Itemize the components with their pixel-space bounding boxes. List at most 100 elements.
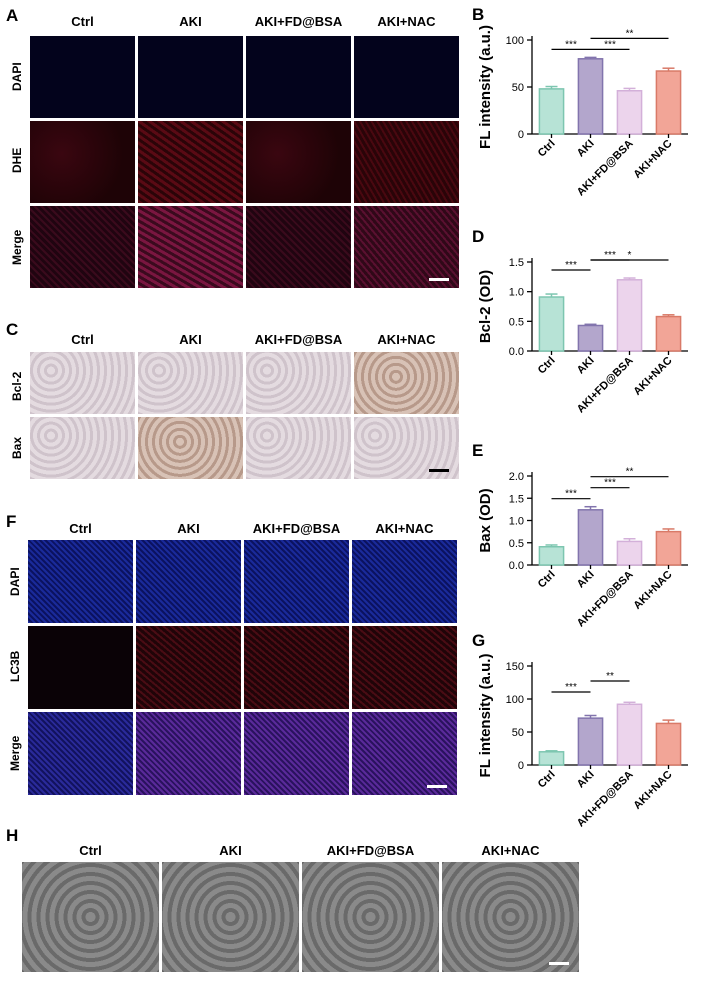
y-tick-label: 0	[518, 760, 524, 772]
x-tick-label: Ctrl	[536, 138, 558, 160]
y-tick-label: 50	[512, 82, 524, 94]
significance-bracket: ***	[551, 682, 591, 693]
y-tick-label: 100	[506, 35, 524, 47]
x-tick-label: Ctrl	[536, 355, 558, 377]
micrograph-f-r0-c1	[136, 540, 241, 623]
bar-e-3	[655, 530, 682, 566]
micrograph-c-r0-c1	[138, 352, 243, 414]
significance-label: ***	[565, 260, 577, 271]
column-header-a-3: AKI+NAC	[377, 14, 436, 29]
column-header-c-3: AKI+NAC	[377, 332, 436, 347]
significance-label: ***	[604, 39, 616, 50]
chart-e: E Bax (OD) 0.0 0.5 1.0 1.5 2.0 Ctrl AKI AKI+FD@BS…	[470, 441, 710, 647]
row-label-f-1: LC3B	[8, 650, 22, 682]
error-bar	[662, 719, 675, 724]
micrograph-f-r1-c2	[244, 626, 349, 709]
error-bar	[662, 67, 675, 72]
bar-e-2	[616, 540, 643, 566]
micrograph-a-r1-c1	[138, 121, 243, 203]
scale-bar-f	[427, 785, 447, 788]
significance-label: **	[606, 671, 614, 682]
y-axis-label-b: FL intensity (a.u.)	[477, 25, 494, 149]
micrograph-a-r2-c3	[354, 206, 459, 288]
significance-bracket: ***	[590, 478, 630, 489]
significance-label: **	[626, 467, 634, 478]
bar-d-2	[616, 279, 643, 352]
y-tick-label: 1.5	[509, 493, 524, 505]
y-tick-label: 50	[512, 727, 524, 739]
micrograph-h-r0-c0	[22, 862, 159, 972]
scale-bar-c	[429, 469, 449, 472]
panel-label-h: H	[6, 826, 19, 845]
y-tick-label: 100	[506, 694, 524, 706]
bar-b-3	[655, 70, 682, 135]
micrograph-h-r0-c1	[162, 862, 299, 972]
bar-e-1	[577, 509, 604, 566]
y-tick-label: 0	[518, 129, 524, 141]
error-bar	[545, 544, 558, 547]
bar-g-3	[655, 722, 682, 766]
column-header-f-1: AKI	[177, 521, 200, 536]
micrograph-c-r0-c0	[30, 352, 135, 414]
x-tick-label: AKI+NAC	[631, 138, 674, 181]
significance-bracket: ***	[551, 260, 591, 271]
x-tick-label: Ctrl	[536, 769, 558, 791]
y-tick-label: 0.0	[509, 560, 524, 572]
x-tick-label: AKI+NAC	[631, 769, 674, 812]
bar-g-1	[577, 717, 604, 766]
x-tick-label: AKI+NAC	[631, 355, 674, 398]
micrograph-c-r1-c3	[354, 417, 459, 479]
row-label-c-0: Bcl-2	[10, 371, 24, 401]
column-header-f-0: Ctrl	[69, 521, 92, 536]
bar-g-2	[616, 703, 643, 766]
micrograph-f-r1-c0	[28, 626, 133, 709]
micrograph-f-r1-c1	[136, 626, 241, 709]
bar-b-0	[538, 88, 565, 135]
micrograph-a-r2-c0	[30, 206, 135, 288]
chart-g: G FL intensity (a.u.) 0 50 100 150 Ctrl AKI AKI+…	[470, 631, 710, 847]
significance-label: ***	[565, 489, 577, 500]
significance-bracket: ***	[590, 250, 630, 261]
column-header-a-0: Ctrl	[71, 14, 94, 29]
y-tick-label: 2.0	[509, 471, 524, 483]
micrograph-a-r0-c3	[354, 36, 459, 118]
y-tick-label: 1.0	[509, 516, 524, 528]
y-tick-label: 150	[506, 661, 524, 673]
micrograph-c-r1-c0	[30, 417, 135, 479]
significance-bracket: ***	[590, 39, 630, 50]
column-header-f-2: AKI+FD@BSA	[252, 521, 341, 536]
x-tick-label: AKI	[575, 569, 597, 591]
significance-bracket: **	[590, 467, 669, 478]
bar-d-1	[577, 324, 604, 352]
row-label-a-1: DHE	[10, 147, 24, 173]
significance-label: ***	[604, 478, 616, 489]
panel-label-c: C	[6, 320, 19, 339]
row-label-a-2: Merge	[10, 229, 24, 265]
significance-bracket: **	[590, 671, 630, 682]
column-header-f-3: AKI+NAC	[375, 521, 434, 536]
y-axis-label-g: FL intensity (a.u.)	[477, 654, 494, 778]
panel-label-g: G	[472, 631, 485, 650]
significance-bracket: *	[590, 250, 669, 261]
bar-b-1	[577, 58, 604, 135]
micrograph-f-r2-c1	[136, 712, 241, 795]
micrograph-f-r2-c2	[244, 712, 349, 795]
column-header-h-1: AKI	[219, 843, 242, 858]
error-bar	[545, 85, 558, 89]
significance-bracket: ***	[551, 489, 591, 500]
significance-label: ***	[565, 39, 577, 50]
panel-label-e: E	[472, 441, 483, 460]
bar-d-0	[538, 296, 565, 352]
column-header-c-2: AKI+FD@BSA	[254, 332, 343, 347]
significance-label: **	[626, 28, 634, 39]
error-bar	[662, 314, 675, 317]
y-tick-label: 1.5	[509, 257, 524, 269]
significance-label: *	[628, 250, 632, 261]
micrograph-c-r0-c2	[246, 352, 351, 414]
column-header-a-1: AKI	[179, 14, 202, 29]
micrograph-h-r0-c3	[442, 862, 579, 972]
micrograph-f-r2-c3	[352, 712, 457, 795]
